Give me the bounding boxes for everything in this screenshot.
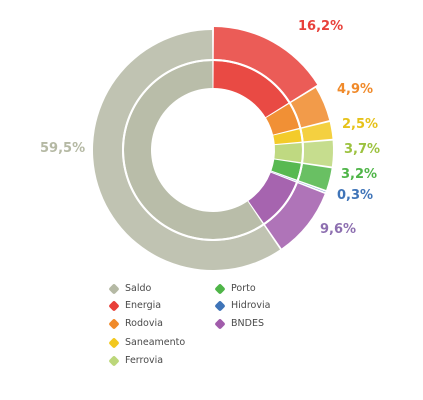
slice-ferrovia-inner <box>274 143 302 163</box>
legend-label-ferrovia: Ferrovia <box>125 355 164 366</box>
slice-bndes-inner <box>248 172 296 224</box>
label-hidrovia: 0,3% <box>337 188 373 203</box>
slice-energia-outer <box>213 27 318 102</box>
legend-label-bndes: BNDES <box>231 318 264 329</box>
legend-label-saneamento: Saneamento <box>125 337 186 348</box>
legend-swatch-saneamento <box>108 336 120 349</box>
slice-saneamento-outer <box>301 121 333 142</box>
legend-swatch-rodovia <box>108 317 120 330</box>
legend-item-energia: Energia <box>108 299 162 312</box>
legend-label-energia: Energia <box>125 300 162 311</box>
slice-ferrovia-outer <box>303 140 333 167</box>
legend-item-saneamento: Saneamento <box>108 336 186 349</box>
slice-rodovia-inner <box>266 103 300 135</box>
legend-swatch-saldo <box>108 282 120 295</box>
label-ferrovia: 3,7% <box>344 142 380 157</box>
legend-label-porto: Porto <box>231 283 256 294</box>
legend-item-hidrovia: Hidrovia <box>214 299 271 312</box>
slice-energia-inner <box>213 61 289 118</box>
legend-swatch-hidrovia <box>214 299 226 312</box>
slice-porto-outer <box>298 163 332 190</box>
legend-label-hidrovia: Hidrovia <box>231 300 271 311</box>
legend-swatch-ferrovia <box>108 354 120 367</box>
legend-swatch-bndes <box>214 317 226 330</box>
legend-label-saldo: Saldo <box>125 283 152 294</box>
label-saldo: 59,5% <box>40 141 85 156</box>
legend-swatch-porto <box>214 282 226 295</box>
legend-label-rodovia: Rodovia <box>125 318 163 329</box>
label-bndes: 9,6% <box>320 222 356 237</box>
slice-hidrovia-inner <box>271 171 297 182</box>
legend-item-saldo: Saldo <box>108 282 152 295</box>
legend-item-ferrovia: Ferrovia <box>108 354 164 367</box>
slice-hidrovia-outer <box>298 181 326 193</box>
legend-item-bndes: BNDES <box>214 317 264 330</box>
slice-saneamento-inner <box>273 129 302 145</box>
slice-bndes-outer <box>265 183 325 249</box>
label-rodovia: 4,9% <box>337 82 373 97</box>
slice-rodovia-outer <box>290 87 330 128</box>
slice-saldo-outer <box>93 30 281 271</box>
legend-item-porto: Porto <box>214 282 256 295</box>
percent-labels: 59,5% 16,2% 4,9% 2,5% 3,7% 3,2% 0,3% 9,6% <box>40 19 380 237</box>
label-energia: 16,2% <box>298 19 343 34</box>
legend-swatch-energia <box>108 299 120 312</box>
ring-separator <box>122 59 304 241</box>
slice-porto-inner <box>271 159 301 180</box>
slice-saldo-inner <box>124 61 263 239</box>
legend-item-rodovia: Rodovia <box>108 317 163 330</box>
label-porto: 3,2% <box>341 167 377 182</box>
donut-slices <box>93 27 333 271</box>
label-saneamento: 2,5% <box>342 117 378 132</box>
